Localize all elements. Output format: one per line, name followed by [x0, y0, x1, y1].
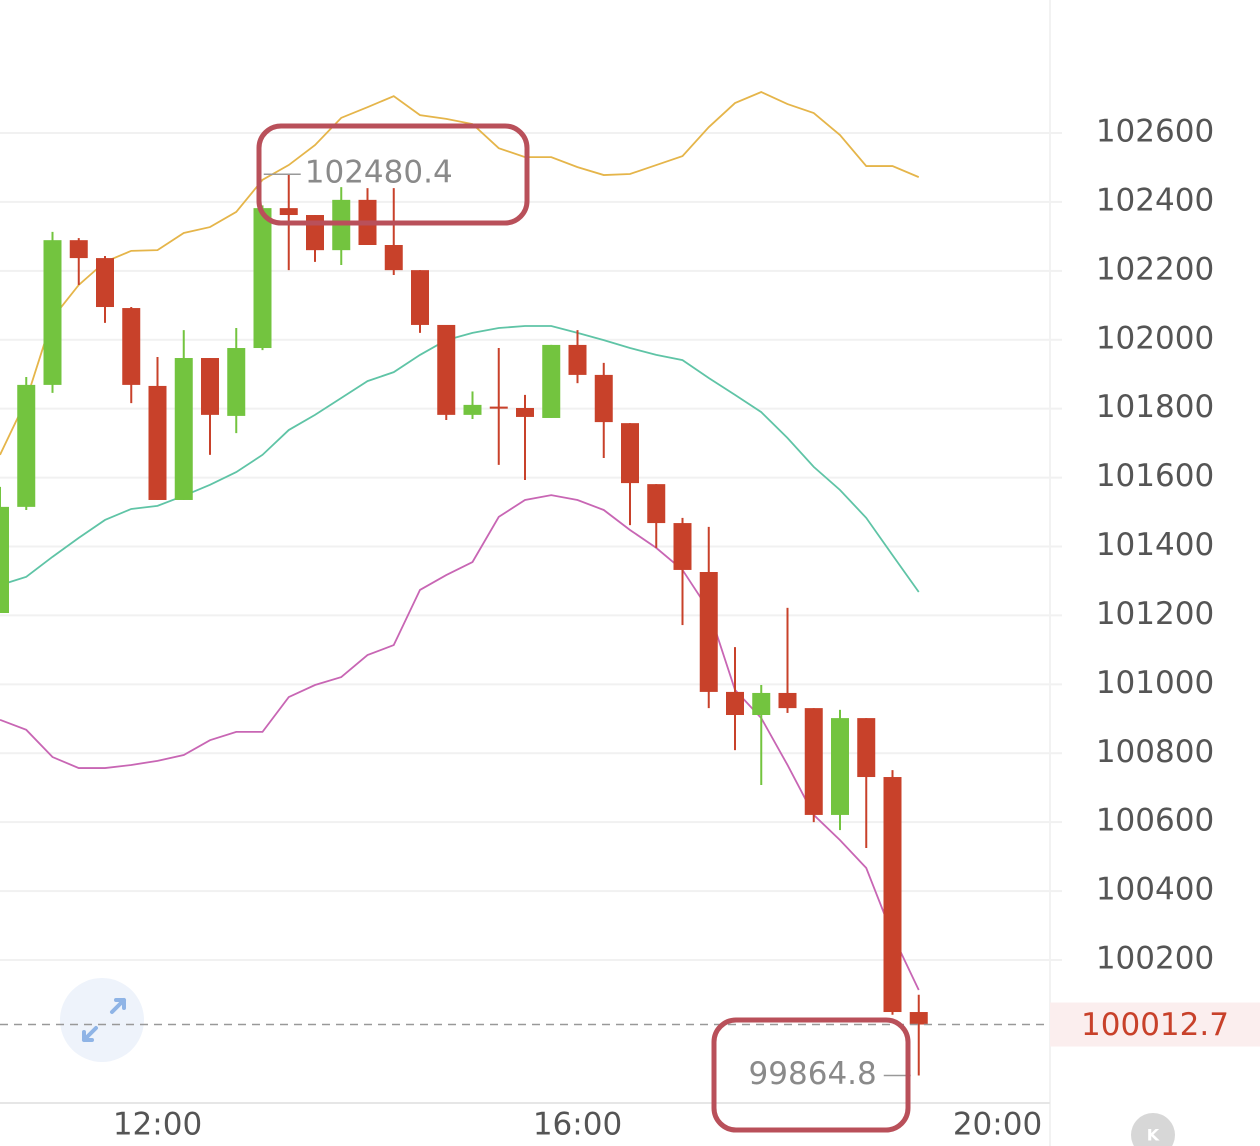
- candle-body: [306, 215, 324, 251]
- band-line: [0, 91, 920, 456]
- price-tag: [1050, 1002, 1260, 1047]
- plot: [0, 91, 1062, 1076]
- candle-body: [201, 358, 219, 415]
- candle-body: [726, 691, 744, 716]
- y-tick-label: 101600: [1096, 458, 1214, 494]
- y-tick-label: 102200: [1096, 251, 1214, 287]
- candle-body: [69, 240, 88, 259]
- candle-body: [122, 308, 141, 385]
- high-marker-label: 102480.4: [305, 155, 453, 191]
- price-label: 100012.7: [1081, 1007, 1229, 1043]
- candle-body: [883, 777, 902, 1013]
- band-line: [0, 325, 920, 593]
- candle-body: [909, 1012, 928, 1025]
- candle-body: [542, 344, 561, 418]
- candle-body: [778, 692, 797, 709]
- y-tick-label: 102000: [1096, 320, 1214, 356]
- candle-body: [437, 324, 456, 415]
- x-tick-label: 16:00: [533, 1107, 622, 1143]
- candle-body: [148, 385, 167, 500]
- y-tick-label: 100200: [1096, 940, 1214, 976]
- candle-body: [831, 718, 849, 815]
- expand-button[interactable]: [60, 978, 144, 1062]
- y-tick-label: 101000: [1096, 665, 1214, 701]
- candle-body: [673, 523, 692, 570]
- y-tick-label: 100400: [1096, 872, 1214, 908]
- candle-body: [43, 240, 62, 385]
- candle-body: [174, 358, 193, 500]
- x-tick-label: 20:00: [953, 1107, 1042, 1143]
- candle-body: [384, 244, 403, 271]
- y-tick-label: 102400: [1096, 182, 1214, 218]
- candle-body: [516, 407, 534, 417]
- y-tick-label: 101800: [1096, 389, 1214, 425]
- y-tick-label: 101200: [1096, 596, 1214, 632]
- candle-body: [647, 484, 666, 524]
- y-tick-label: 100800: [1096, 734, 1214, 770]
- candle-body: [227, 348, 246, 416]
- candle-body: [804, 708, 823, 815]
- candle-body: [568, 344, 587, 375]
- candle-body: [0, 506, 9, 614]
- candle-body: [621, 423, 639, 484]
- y-tick-label: 100600: [1096, 803, 1214, 839]
- candle-body: [857, 718, 876, 778]
- candle-body: [699, 572, 718, 692]
- band-line: [0, 494, 920, 991]
- y-tick-label: 101400: [1096, 527, 1214, 563]
- candle-body: [752, 692, 771, 716]
- svg-text:K: K: [1147, 1126, 1160, 1145]
- x-tick-label: 12:00: [113, 1107, 202, 1143]
- k-button[interactable]: K: [1131, 1113, 1175, 1146]
- highlight-box: [256, 123, 530, 226]
- y-tick-label: 102600: [1096, 114, 1214, 150]
- candle-body: [594, 374, 613, 423]
- candle-body: [489, 406, 508, 409]
- axis-panel: [1050, 0, 1260, 1146]
- candle-body: [17, 384, 36, 507]
- candle-body: [411, 270, 429, 325]
- highlight-box: [711, 1017, 911, 1133]
- candle-body: [253, 208, 272, 349]
- low-marker-label: 99864.8: [749, 1056, 877, 1092]
- candle-body: [96, 258, 114, 308]
- candle-body: [463, 404, 482, 415]
- candle-body: [279, 208, 298, 216]
